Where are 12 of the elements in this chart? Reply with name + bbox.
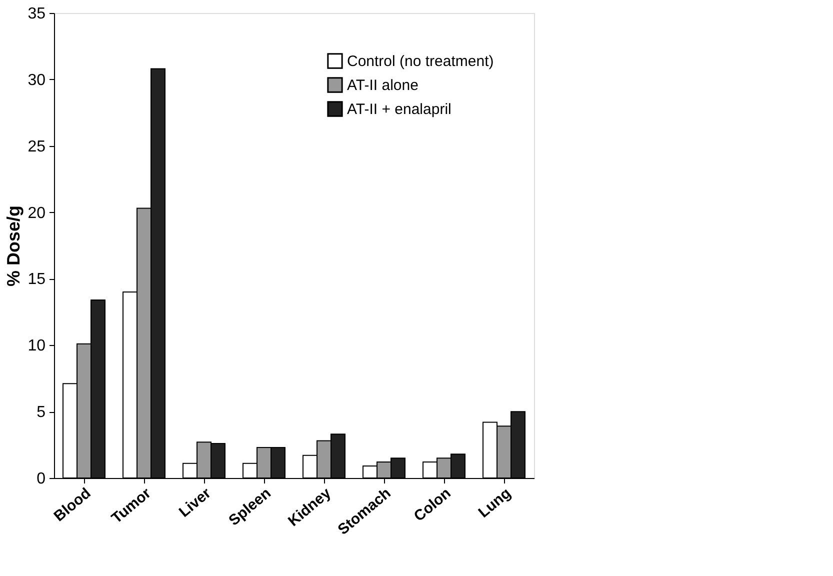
legend-label: AT-II alone [347, 77, 418, 94]
y-axis-title: % Dose/g [4, 205, 24, 287]
y-tick-label: 25 [28, 138, 46, 156]
y-tick-label: 0 [36, 470, 46, 488]
legend-label: Control (no treatment) [347, 53, 494, 70]
legend-label: AT-II + enalapril [347, 101, 452, 118]
y-tick-label: 20 [28, 204, 46, 222]
y-tick-label: 10 [28, 338, 46, 355]
y-tick-label: 15 [28, 271, 46, 288]
y-tick-label: 5 [36, 404, 46, 422]
y-tick-label: 30 [28, 72, 46, 89]
y-tick-label: 35 [28, 6, 46, 22]
